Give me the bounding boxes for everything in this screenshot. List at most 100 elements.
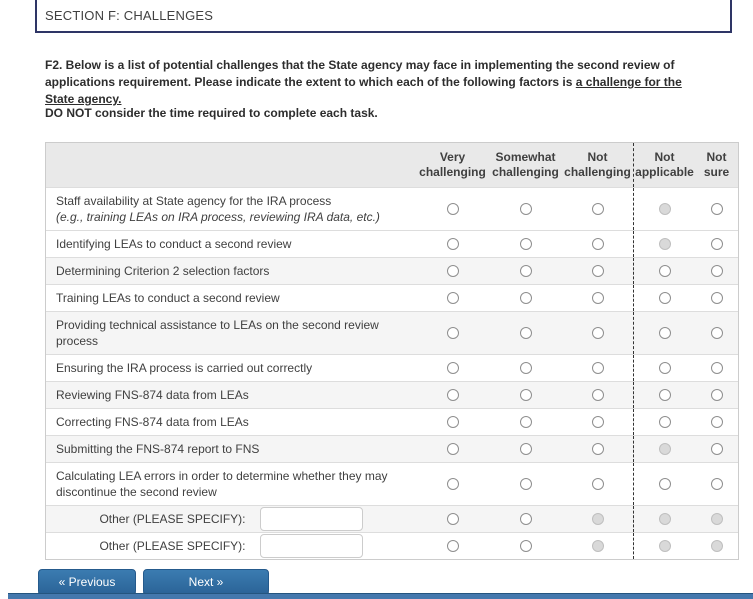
radio-not_challenging[interactable] (591, 203, 604, 215)
radio-not_sure[interactable] (710, 265, 723, 277)
row-label: Ensuring the IRA process is carried out … (56, 361, 313, 375)
radio-not_sure[interactable] (710, 416, 723, 428)
row-label: Providing technical assistance to LEAs o… (56, 318, 379, 348)
radio-not_sure[interactable] (710, 203, 723, 215)
radio-not_challenging-disabled (591, 540, 604, 552)
table-row: Providing technical assistance to LEAs o… (46, 311, 738, 354)
radio-somewhat_challenging[interactable] (519, 238, 532, 250)
radio-not_sure[interactable] (710, 238, 723, 250)
column-header-very_challenging: Very challenging (419, 150, 486, 179)
radio-very_challenging[interactable] (446, 203, 459, 215)
radio-not_sure[interactable] (710, 478, 723, 490)
radio-very_challenging[interactable] (446, 362, 459, 374)
radio-cell-not_sure (695, 463, 738, 505)
radio-cell-somewhat_challenging (489, 355, 562, 381)
radio-very_challenging[interactable] (446, 265, 459, 277)
radio-not_challenging[interactable] (591, 265, 604, 277)
radio-not_applicable[interactable] (658, 478, 671, 490)
radio-not_applicable[interactable] (658, 362, 671, 374)
table-header-row: Very challenging Somewhat challenging Not … (46, 143, 738, 187)
radio-not_sure-disabled (710, 540, 723, 552)
radio-very_challenging[interactable] (446, 327, 459, 339)
radio-very_challenging[interactable] (446, 443, 459, 455)
radio-not_sure[interactable] (710, 292, 723, 304)
column-header-not_challenging: Not challenging (564, 150, 631, 179)
other-specify-input[interactable] (259, 534, 363, 558)
radio-cell-somewhat_challenging (489, 312, 562, 354)
radio-not_challenging[interactable] (591, 238, 604, 250)
radio-cell-somewhat_challenging (489, 409, 562, 435)
radio-very_challenging[interactable] (446, 540, 459, 552)
radio-somewhat_challenging[interactable] (519, 540, 532, 552)
section-title: SECTION F: CHALLENGES (45, 7, 214, 23)
radio-very_challenging[interactable] (446, 238, 459, 250)
radio-not_sure[interactable] (710, 443, 723, 455)
radio-cell-not_sure (695, 258, 738, 284)
row-label: Other (PLEASE SPECIFY): (46, 533, 416, 559)
radio-cell-not_sure (695, 506, 738, 532)
radio-cell-not_applicable (633, 285, 695, 311)
radio-cell-not_sure (695, 436, 738, 462)
radio-somewhat_challenging[interactable] (519, 265, 532, 277)
table-row: Identifying LEAs to conduct a second rev… (46, 230, 738, 257)
other-specify-input[interactable] (259, 507, 363, 531)
radio-somewhat_challenging[interactable] (519, 203, 532, 215)
radio-somewhat_challenging[interactable] (519, 416, 532, 428)
row-label: Staff availability at State agency for t… (56, 194, 380, 224)
radio-cell-not_challenging (562, 285, 633, 311)
radio-cell-not_sure (695, 409, 738, 435)
radio-not_applicable-disabled (658, 443, 671, 455)
radio-cell-not_challenging (562, 463, 633, 505)
radio-very_challenging[interactable] (446, 292, 459, 304)
radio-not_challenging[interactable] (591, 478, 604, 490)
radio-somewhat_challenging[interactable] (519, 362, 532, 374)
radio-very_challenging[interactable] (446, 513, 459, 525)
radio-somewhat_challenging[interactable] (519, 327, 532, 339)
radio-cell-somewhat_challenging (489, 533, 562, 559)
radio-somewhat_challenging[interactable] (519, 292, 532, 304)
previous-button[interactable]: « Previous (38, 569, 136, 595)
radio-not_sure-disabled (710, 513, 723, 525)
instruction-text: DO NOT consider the time required to com… (45, 106, 378, 120)
radio-not_applicable[interactable] (658, 327, 671, 339)
radio-not_sure[interactable] (710, 362, 723, 374)
radio-cell-not_sure (695, 188, 738, 230)
table-row: Training LEAs to conduct a second review (46, 284, 738, 311)
radio-cell-very_challenging (416, 285, 489, 311)
radio-not_applicable[interactable] (658, 265, 671, 277)
radio-not_sure[interactable] (710, 389, 723, 401)
radio-very_challenging[interactable] (446, 478, 459, 490)
radio-cell-not_sure (695, 533, 738, 559)
radio-not_sure[interactable] (710, 327, 723, 339)
table-row: Staff availability at State agency for t… (46, 187, 738, 230)
column-header-somewhat_challenging: Somewhat challenging (492, 150, 559, 179)
radio-not_challenging[interactable] (591, 416, 604, 428)
bottom-bar (8, 593, 753, 599)
radio-not_applicable[interactable] (658, 389, 671, 401)
radio-cell-very_challenging (416, 188, 489, 230)
radio-somewhat_challenging[interactable] (519, 443, 532, 455)
radio-cell-somewhat_challenging (489, 506, 562, 532)
radio-somewhat_challenging[interactable] (519, 389, 532, 401)
radio-not_applicable[interactable] (658, 416, 671, 428)
radio-cell-somewhat_challenging (489, 231, 562, 257)
radio-not_challenging[interactable] (591, 389, 604, 401)
radio-cell-not_challenging (562, 382, 633, 408)
challenges-table: Very challenging Somewhat challenging Not … (45, 142, 739, 560)
radio-cell-not_applicable (633, 258, 695, 284)
radio-cell-not_sure (695, 231, 738, 257)
radio-somewhat_challenging[interactable] (519, 478, 532, 490)
radio-cell-not_applicable (633, 506, 695, 532)
radio-somewhat_challenging[interactable] (519, 513, 532, 525)
radio-cell-very_challenging (416, 382, 489, 408)
radio-not_challenging[interactable] (591, 292, 604, 304)
radio-not_challenging[interactable] (591, 443, 604, 455)
table-row: Calculating LEA errors in order to deter… (46, 462, 738, 505)
radio-not_applicable[interactable] (658, 292, 671, 304)
radio-not_challenging[interactable] (591, 327, 604, 339)
table-row: Other (PLEASE SPECIFY): (46, 532, 738, 559)
radio-very_challenging[interactable] (446, 389, 459, 401)
next-button[interactable]: Next » (143, 569, 269, 595)
radio-very_challenging[interactable] (446, 416, 459, 428)
radio-not_challenging[interactable] (591, 362, 604, 374)
